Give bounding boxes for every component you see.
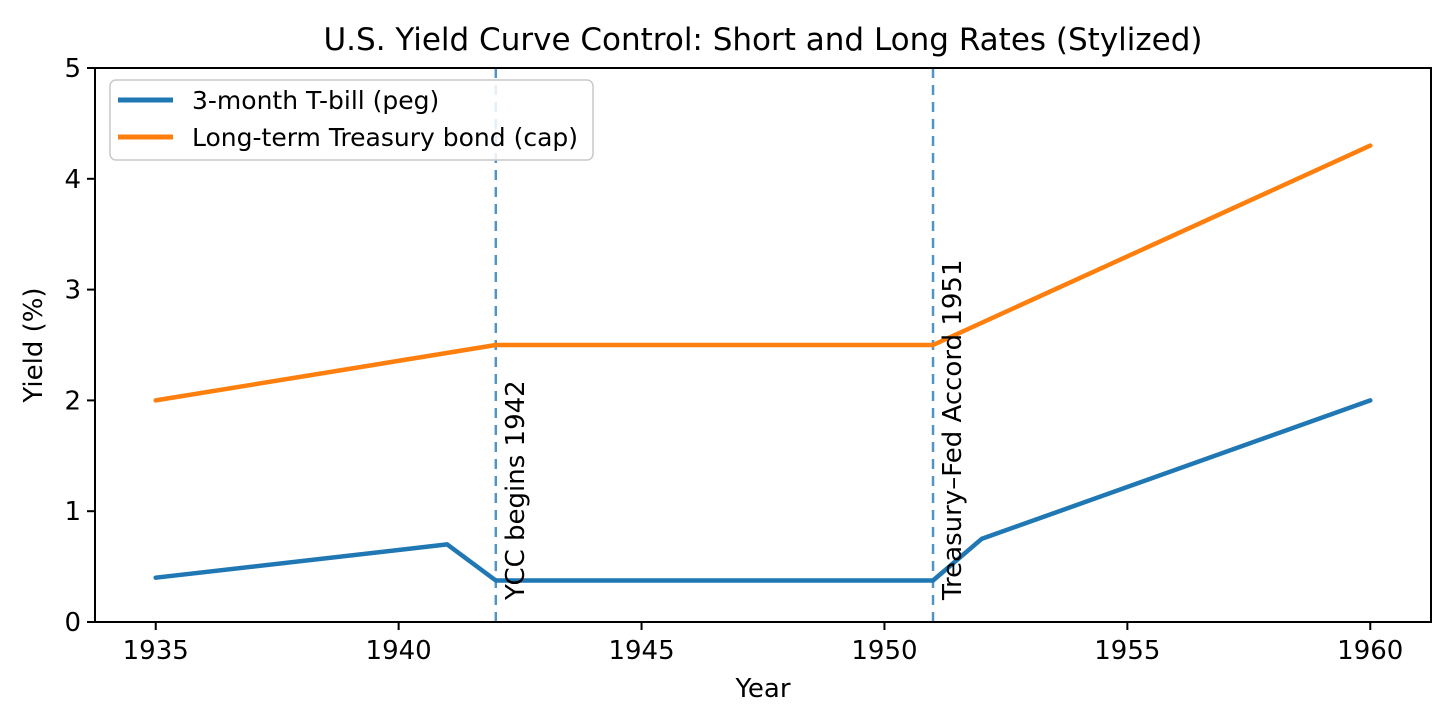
x-axis-label: Year — [734, 674, 790, 704]
annotation-1942: YCC begins 1942 — [501, 380, 531, 601]
legend-label-bond: Long-term Treasury bond (cap) — [192, 123, 578, 152]
plot-border — [94, 67, 1432, 623]
x-tick-label-1955: 1955 — [1094, 636, 1160, 666]
axis-ticks: 1935 1940 1945 1950 1955 1960 0 1 2 3 4 5 — [64, 54, 1403, 666]
x-tick-label-1950: 1950 — [851, 636, 917, 666]
x-tick-label-1935: 1935 — [123, 636, 189, 666]
series-line-0 — [153, 398, 1373, 583]
x-tick-label-1940: 1940 — [366, 636, 432, 666]
y-tick-label-4: 4 — [64, 165, 81, 195]
series-line-1 — [153, 143, 1373, 403]
series-lines — [153, 143, 1373, 583]
event-annotations: YCC begins 1942 Treasury–Fed Accord 1951 — [501, 259, 968, 601]
annotation-1951: Treasury–Fed Accord 1951 — [938, 259, 968, 601]
y-tick-label-0: 0 — [64, 608, 81, 638]
y-tick-label-2: 2 — [64, 386, 81, 416]
x-tick-label-1960: 1960 — [1337, 636, 1403, 666]
y-tick-label-1: 1 — [64, 497, 81, 527]
chart-title: U.S. Yield Curve Control: Short and Long… — [323, 22, 1202, 58]
y-axis-label: Yield (%) — [19, 287, 49, 403]
legend-box — [109, 79, 594, 161]
legend-label-tbill: 3-month T-bill (peg) — [192, 86, 439, 115]
x-tick-label-1945: 1945 — [608, 636, 674, 666]
y-tick-label-3: 3 — [64, 276, 81, 306]
legend: 3-month T-bill (peg) Long-term Treasury … — [109, 79, 594, 161]
y-tick-label-5: 5 — [64, 54, 81, 84]
